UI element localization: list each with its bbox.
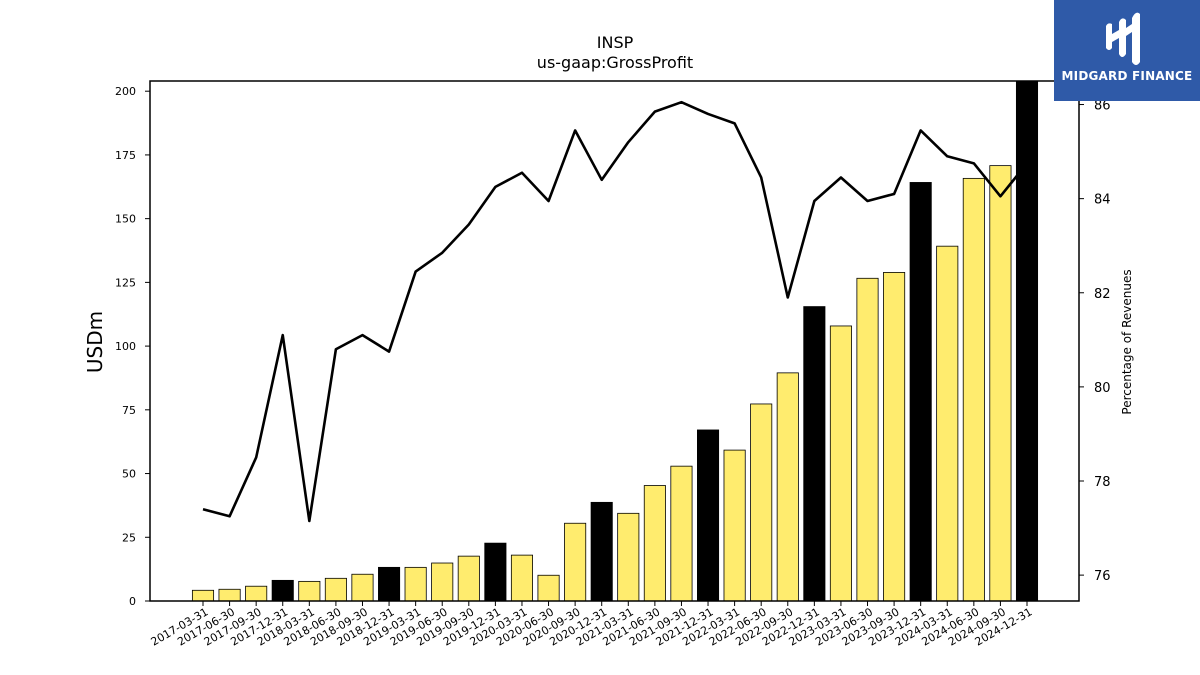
bar — [191, 589, 215, 602]
y2-tick-label: 82 — [1094, 287, 1111, 302]
y-tick-label: 50 — [122, 468, 136, 481]
bar — [510, 554, 533, 602]
bar — [829, 325, 852, 602]
y2-tick-label: 86 — [1094, 99, 1111, 114]
line-series — [202, 100, 1029, 523]
bar — [643, 485, 666, 602]
y-tick-label: 0 — [129, 595, 136, 608]
percentage-line — [202, 100, 1029, 523]
bar — [404, 566, 427, 602]
y-axis-ticks: 0 25 50 75 100 125 150 175 200 — [115, 85, 150, 608]
logo-mark-icon — [1106, 12, 1140, 66]
y2-axis-ticks: 76 78 80 82 84 86 — [1079, 99, 1111, 584]
y-tick-label: 100 — [115, 340, 136, 353]
chart-title: INSP — [597, 33, 634, 52]
y2-tick-label: 78 — [1094, 475, 1111, 490]
bar — [909, 182, 932, 602]
bar — [936, 245, 959, 602]
bar — [351, 573, 374, 602]
y-tick-label: 150 — [115, 213, 136, 226]
bar — [617, 512, 640, 602]
bar — [324, 577, 347, 602]
bar — [537, 574, 560, 602]
bar — [989, 165, 1012, 602]
bar — [723, 449, 746, 602]
y2-tick-label: 76 — [1094, 569, 1111, 584]
bar — [803, 306, 826, 602]
bar — [378, 566, 401, 602]
bar — [218, 588, 241, 602]
bar — [298, 580, 321, 602]
bar — [776, 372, 799, 602]
plot-frame — [149, 80, 1080, 602]
bar — [245, 585, 268, 602]
midgard-finance-logo: MIDGARD FINANCE — [1054, 0, 1200, 101]
bar — [590, 501, 613, 602]
bar — [883, 272, 906, 602]
bar — [564, 522, 587, 602]
y-tick-label: 25 — [122, 531, 136, 544]
bar — [457, 555, 480, 602]
bar — [1015, 80, 1039, 602]
bar — [697, 429, 720, 602]
bar — [962, 177, 985, 602]
bar — [670, 465, 693, 602]
x-axis-ticks: 2017-03-312017-06-302017-09-302017-12-31… — [149, 601, 1035, 649]
bar — [750, 403, 773, 602]
logo-text: MIDGARD FINANCE — [1061, 69, 1193, 83]
y-tick-label: 200 — [115, 85, 136, 98]
y2-tick-label: 84 — [1094, 193, 1111, 208]
y-axis-label: USDm — [83, 311, 107, 373]
y-tick-label: 75 — [122, 404, 136, 417]
bar — [856, 277, 879, 602]
y2-axis-label: Percentage of Revenues — [1120, 269, 1134, 414]
y-tick-label: 175 — [115, 149, 136, 162]
bar — [271, 579, 294, 602]
y-tick-label: 125 — [115, 276, 136, 289]
bar — [484, 542, 507, 602]
bar-series — [191, 80, 1039, 602]
bar — [431, 562, 454, 602]
chart-subtitle: us-gaap:GrossProfit — [537, 53, 693, 72]
y2-tick-label: 80 — [1094, 381, 1111, 396]
